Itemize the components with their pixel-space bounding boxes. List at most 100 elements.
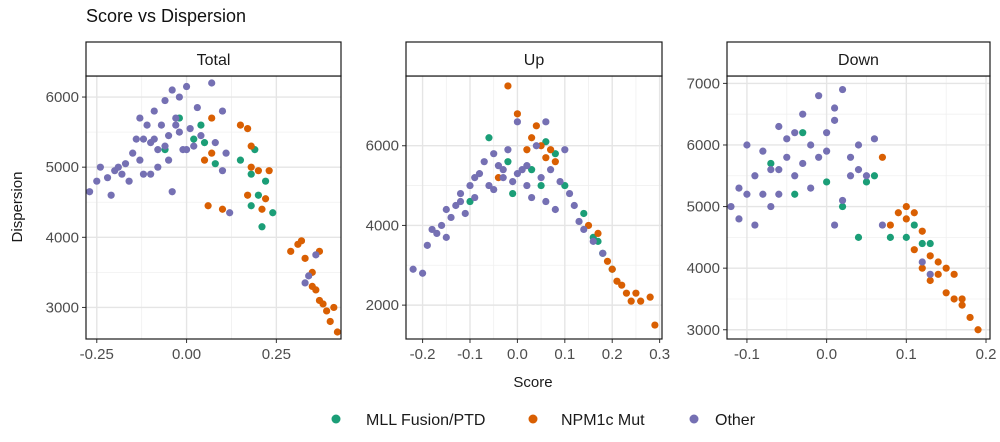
data-point [330, 303, 338, 312]
data-point [261, 177, 270, 185]
facet-label: Down [838, 52, 879, 69]
data-point [200, 139, 209, 147]
data-point [308, 282, 316, 290]
y-tick-label: 4000 [366, 217, 399, 234]
data-point [261, 195, 270, 203]
data-point [265, 167, 273, 175]
data-point [783, 135, 791, 143]
data-point [114, 163, 122, 171]
x-axis-title: Score [513, 374, 552, 391]
data-point [902, 233, 910, 241]
data-point [942, 289, 950, 297]
data-point [452, 201, 460, 210]
data-point [743, 190, 751, 198]
data-point [551, 205, 559, 214]
data-point [528, 134, 536, 142]
data-point [902, 202, 910, 211]
data-point [504, 158, 512, 166]
data-point [312, 251, 320, 259]
data-point [190, 142, 198, 150]
data-point [172, 121, 180, 129]
data-point [759, 147, 767, 155]
data-point [918, 239, 926, 248]
data-point [807, 141, 815, 149]
x-tick-label: 0.3 [649, 346, 670, 363]
data-point [93, 177, 101, 185]
data-point [854, 166, 863, 174]
data-point [211, 160, 219, 168]
data-point [485, 134, 493, 142]
data-point [823, 178, 831, 186]
data-point [589, 237, 597, 245]
data-point [319, 300, 327, 308]
data-point [175, 128, 183, 136]
data-point [910, 246, 918, 254]
data-point [910, 221, 918, 229]
data-point [499, 174, 507, 182]
data-point [551, 150, 559, 158]
data-point [103, 174, 112, 182]
data-point [862, 178, 871, 186]
data-point [575, 217, 583, 226]
data-point [297, 237, 306, 245]
legend-key [689, 414, 699, 424]
data-point [139, 135, 148, 143]
data-point [236, 121, 245, 129]
data-point [490, 150, 498, 158]
y-tick-label: 6000 [366, 138, 399, 155]
data-point [523, 162, 531, 170]
data-point [775, 166, 783, 174]
data-point [480, 158, 488, 166]
data-point [518, 166, 526, 174]
data-point [172, 114, 180, 122]
data-point [168, 188, 176, 196]
x-tick-label: 0.0 [816, 346, 837, 363]
data-point [471, 174, 479, 182]
x-tick-label: -0.2 [410, 346, 436, 363]
data-point [287, 247, 295, 255]
y-axis-title: Dispersion [9, 172, 26, 243]
x-tick-label: -0.1 [734, 346, 760, 363]
data-point [838, 196, 847, 205]
data-point [966, 313, 974, 322]
data-point [542, 197, 550, 206]
data-point [197, 132, 205, 140]
y-tick-label: 5000 [46, 159, 79, 176]
data-point [236, 156, 245, 164]
facet-label: Up [524, 52, 545, 69]
data-point [499, 166, 507, 174]
facet-strip [726, 41, 991, 77]
data-point [437, 221, 446, 230]
y-tick-label: 4000 [46, 229, 79, 246]
data-point [546, 166, 555, 174]
data-point [247, 163, 255, 171]
data-point [200, 156, 209, 164]
data-point [934, 270, 942, 278]
data-point [161, 142, 169, 150]
facet-strip [85, 41, 342, 77]
data-point [910, 209, 918, 217]
data-point [523, 146, 531, 154]
data-point [532, 142, 540, 150]
data-point [150, 135, 158, 143]
data-point [154, 146, 162, 154]
data-point [751, 172, 759, 180]
data-point [561, 181, 569, 190]
data-point [580, 209, 588, 218]
data-point [775, 190, 783, 198]
data-point [466, 181, 474, 190]
data-point [735, 215, 743, 223]
data-point [269, 209, 277, 217]
data-point [150, 107, 158, 115]
x-tick-label: -0.1 [457, 346, 483, 363]
x-tick-label: -0.25 [80, 346, 114, 363]
data-point [846, 172, 855, 180]
data-point [226, 209, 234, 217]
data-point [333, 328, 342, 336]
data-point [830, 116, 839, 124]
data-point [136, 114, 144, 122]
data-point [537, 174, 545, 182]
data-point [485, 181, 493, 190]
data-point [546, 146, 555, 154]
data-point [565, 189, 574, 198]
